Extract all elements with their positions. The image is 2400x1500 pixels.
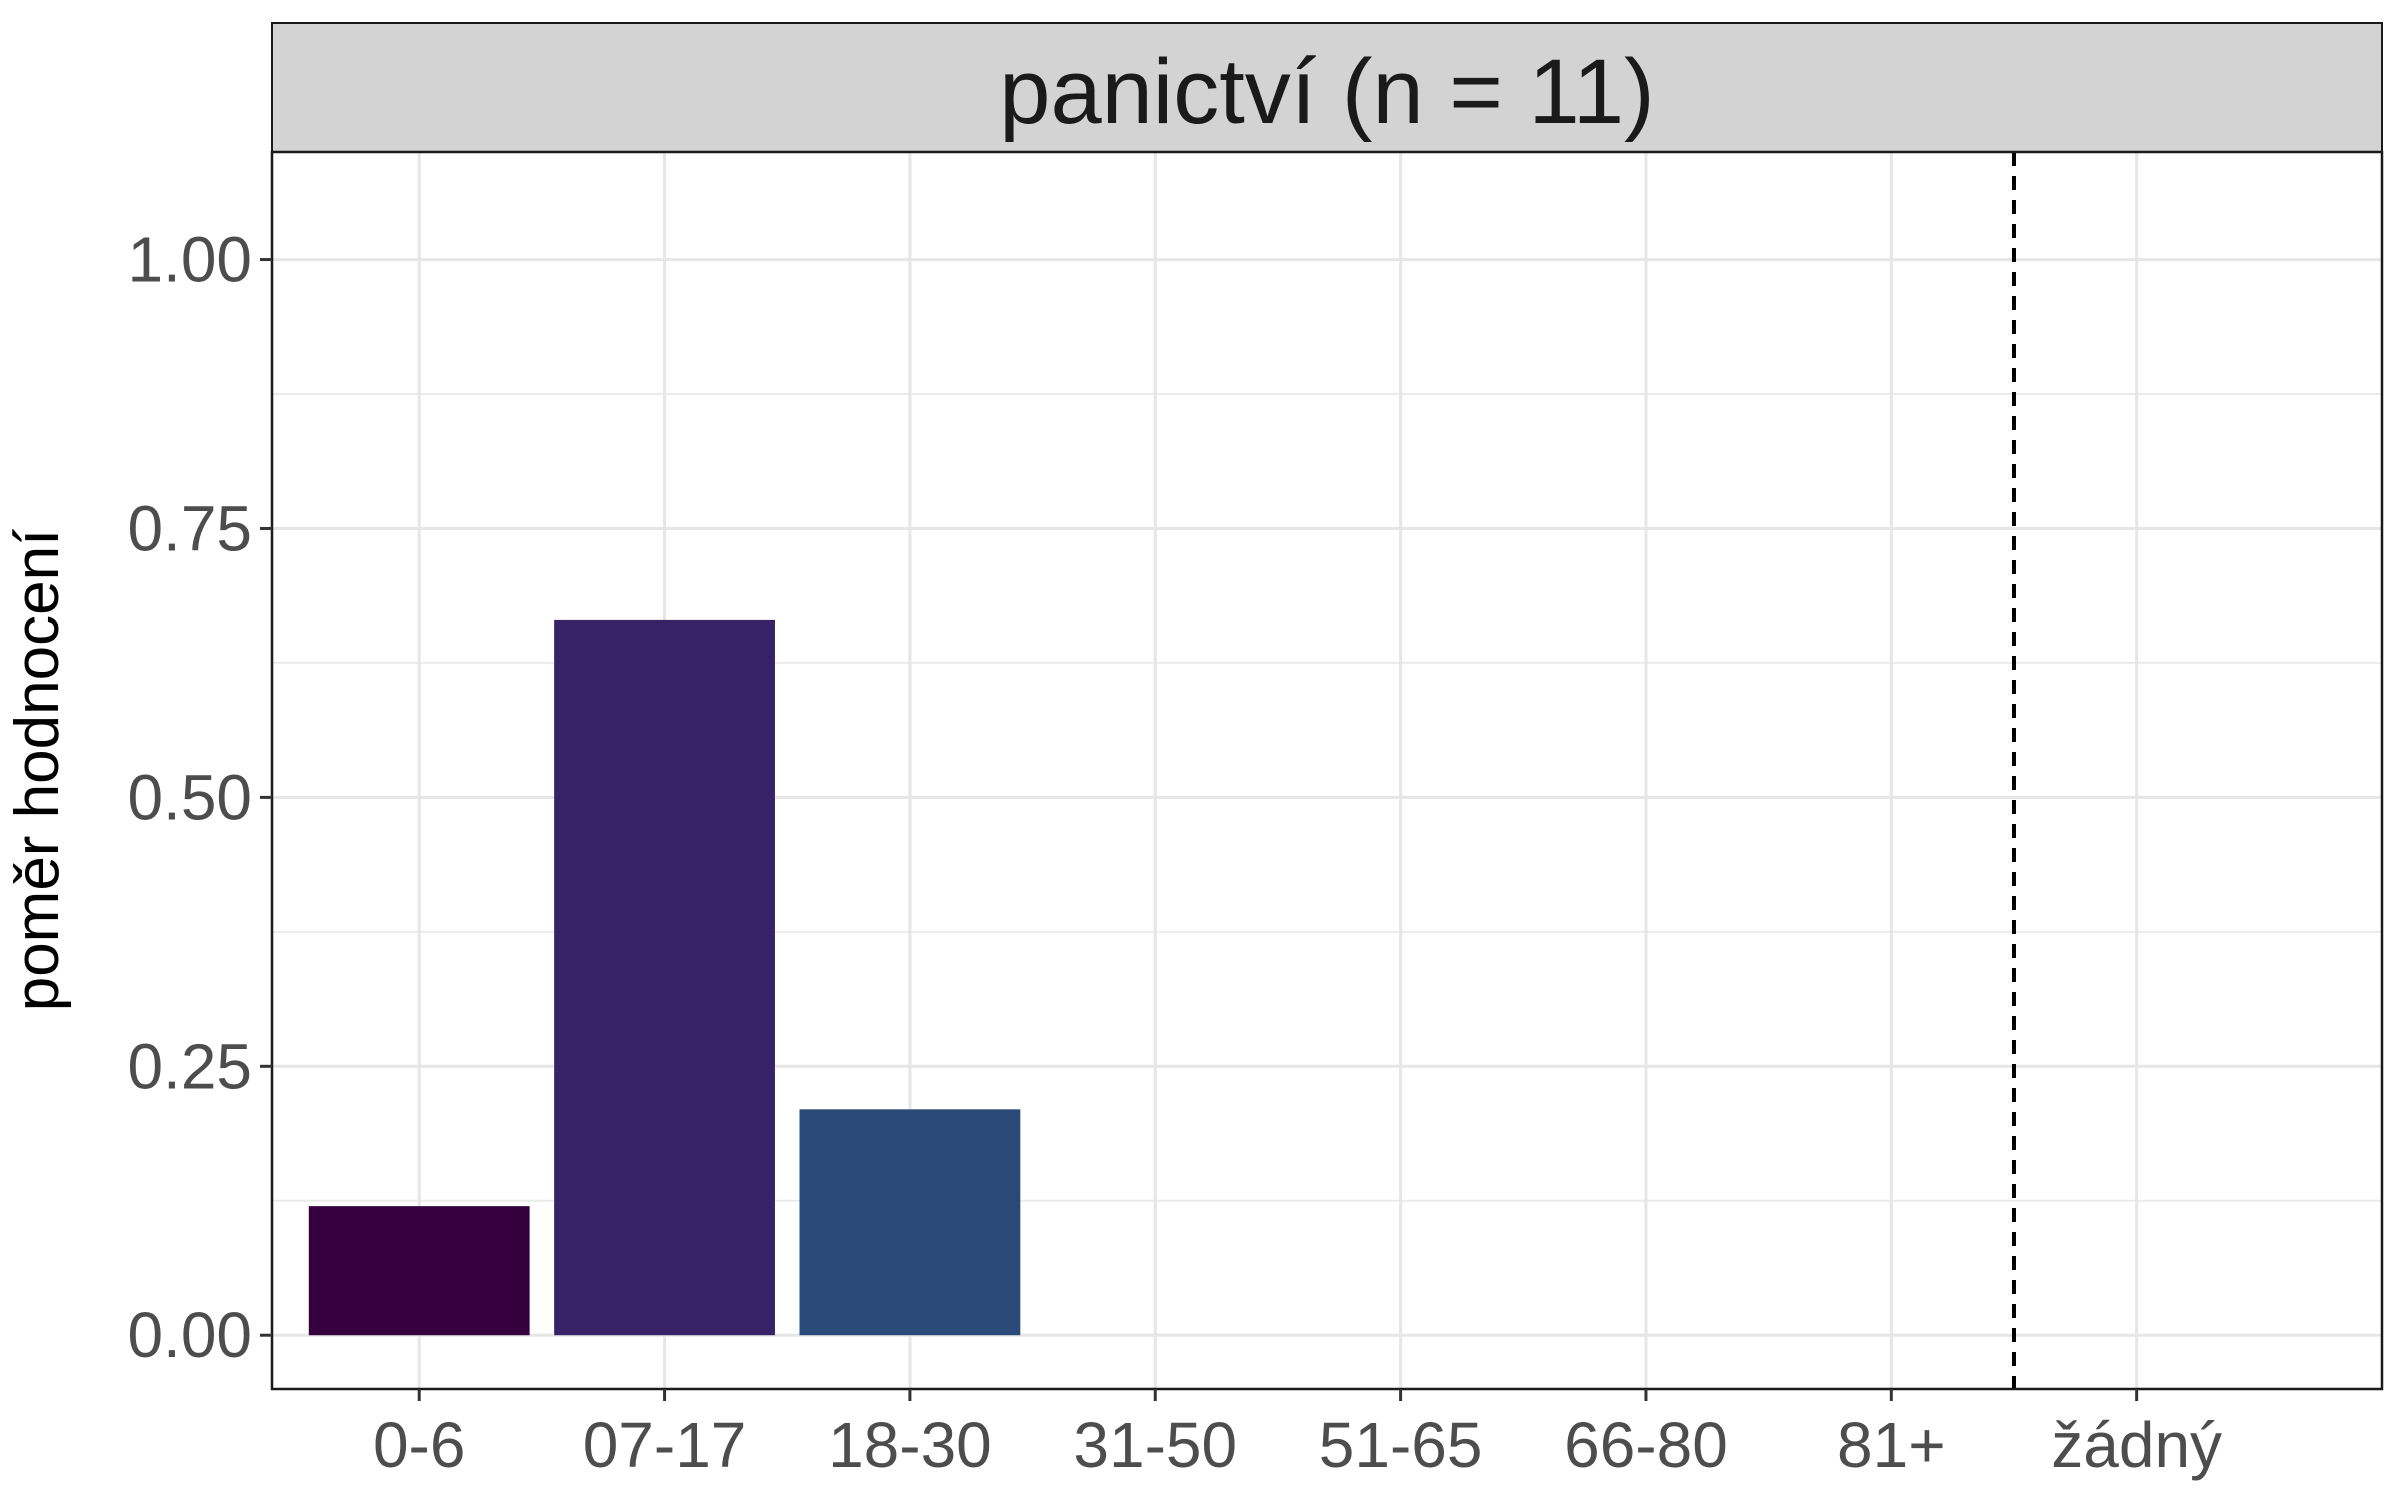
- facet-strip: panictví (n = 11): [271, 22, 2383, 153]
- y-axis-title: poměr hodnocení: [3, 529, 72, 1012]
- x-axis: 0-6 07-17 18-30 31-50 51-65 66-80 81+ žádný: [373, 1389, 2222, 1481]
- x-tick-label: 66-80: [1564, 1409, 1728, 1481]
- y-axis: 0.00 0.25 0.50 0.75 1.00: [127, 224, 272, 1371]
- y-tick-label: 1.00: [127, 224, 252, 296]
- x-tick-label: žádný: [2051, 1409, 2222, 1481]
- y-tick-label: 0.00: [127, 1299, 252, 1371]
- bar-07-17: [554, 619, 775, 1336]
- x-tick-label: 07-17: [583, 1409, 747, 1481]
- plot-panel: [270, 150, 2384, 1391]
- facet-strip-background: [271, 22, 2383, 153]
- x-tick-label: 81+: [1837, 1409, 1946, 1481]
- x-tick-label: 0-6: [373, 1409, 466, 1481]
- panel-border: [270, 150, 2384, 1391]
- y-tick-label: 0.75: [127, 492, 252, 564]
- bar-0-6: [308, 1206, 530, 1336]
- x-tick-label: 51-65: [1319, 1409, 1483, 1481]
- facet-strip-label: panictví (n = 11): [999, 41, 1654, 143]
- y-tick-label: 0.25: [127, 1030, 252, 1102]
- x-tick-label: 18-30: [828, 1409, 992, 1481]
- x-tick-label: 31-50: [1073, 1409, 1237, 1481]
- y-tick-label: 0.50: [127, 761, 252, 833]
- bars: [308, 619, 1021, 1336]
- bar-18-30: [799, 1109, 1021, 1336]
